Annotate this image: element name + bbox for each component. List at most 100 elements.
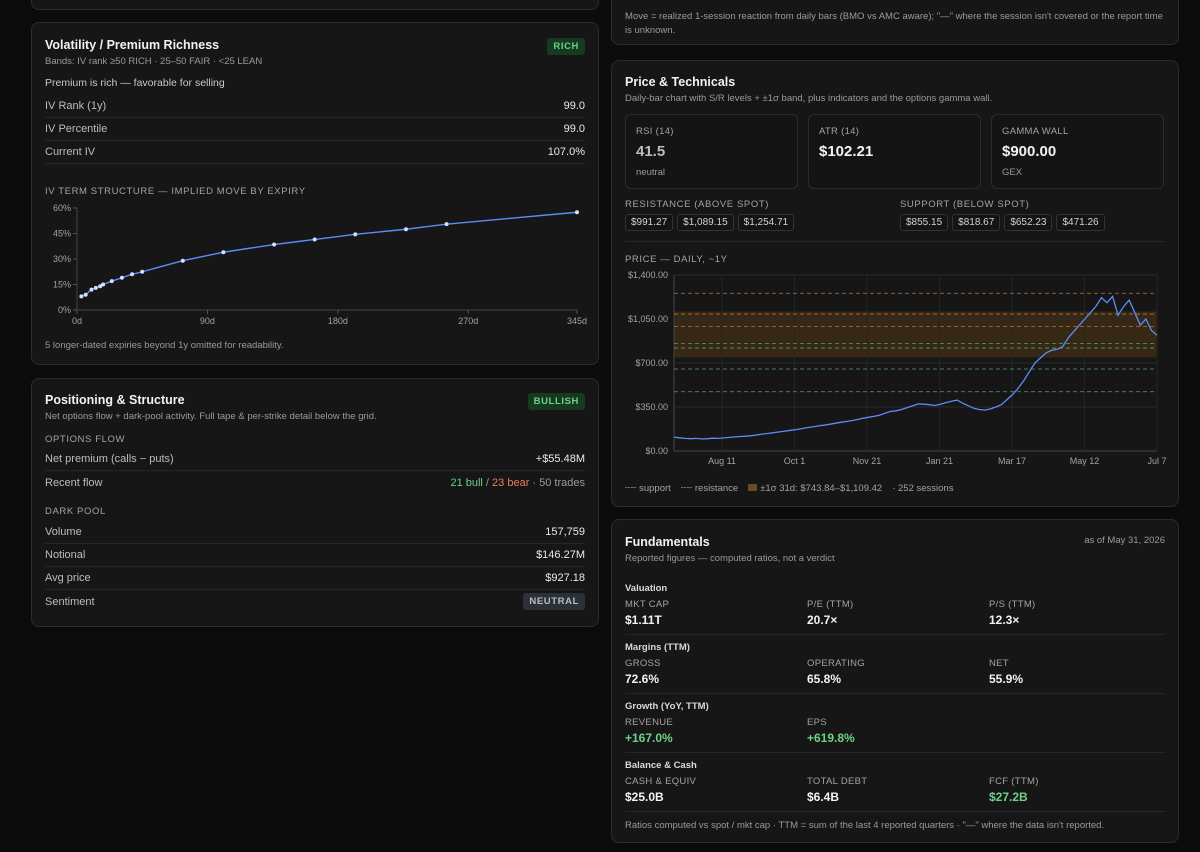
iv-term-line bbox=[81, 211, 578, 298]
operating-value: 65.8% bbox=[807, 672, 842, 686]
volume-value: 157,759 bbox=[545, 526, 585, 538]
support-chip: $855.15 bbox=[900, 214, 949, 231]
iv-point bbox=[79, 294, 84, 299]
ps-label: P/S (TTM) bbox=[989, 599, 1036, 610]
price-x-tick-label: May 12 bbox=[1070, 456, 1100, 466]
iv-point bbox=[109, 279, 114, 284]
avg-price-label: Avg price bbox=[45, 572, 91, 584]
rsi-value: 41.5 bbox=[636, 143, 666, 160]
net-value: 55.9% bbox=[989, 672, 1024, 686]
iv-x-tick-label: 0d bbox=[72, 316, 82, 326]
technicals-desc: Daily-bar chart with S/R levels + ±1σ ba… bbox=[625, 93, 993, 104]
volume-row: Volume 157,759 bbox=[45, 521, 585, 544]
resistance-chips: $991.27 $1,089.15 $1,254.71 bbox=[625, 214, 795, 231]
bull-count: 21 bull bbox=[450, 476, 483, 489]
margins-header: Margins (TTM) bbox=[625, 642, 690, 653]
support-chip: $652.23 bbox=[1004, 214, 1053, 231]
iv-point bbox=[130, 272, 135, 277]
iv-x-tick-label: 345d bbox=[567, 316, 587, 326]
flow-slash: / bbox=[482, 476, 493, 489]
ps-value: 12.3× bbox=[989, 613, 1020, 627]
technicals-card: Price & Technicals Daily-bar chart with … bbox=[611, 60, 1179, 507]
gamma-value: $900.00 bbox=[1002, 143, 1057, 160]
mktcap-value: $1.11T bbox=[625, 613, 662, 627]
iv-rank-row: IV Rank (1y) 99.0 bbox=[45, 95, 585, 118]
iv-footnote: 5 longer-dated expiries beyond 1y omitte… bbox=[45, 340, 284, 351]
top-left-card bbox=[31, 0, 599, 10]
legend-resistance: ╌╌ resistance bbox=[680, 483, 739, 494]
rsi-box: RSI (14) 41.5 neutral bbox=[625, 114, 798, 189]
iv-x-tick-label: 90d bbox=[200, 316, 215, 326]
support-chip: $818.67 bbox=[952, 214, 1001, 231]
price-chart: $1,400.00 $1,050.00 $700.00 $350.00 $0.00 Aug… bbox=[628, 270, 1167, 466]
iv-point bbox=[272, 242, 277, 247]
iv-term-title: IV TERM STRUCTURE — IMPLIED MOVE BY EXPI… bbox=[45, 186, 306, 197]
pe-value: 20.7× bbox=[807, 613, 838, 627]
price-line bbox=[673, 295, 1158, 440]
gamma-label: GAMMA WALL bbox=[1002, 126, 1069, 137]
fcf-label: FCF (TTM) bbox=[989, 776, 1039, 787]
debt-value: $6.4B bbox=[807, 790, 840, 804]
legend-sessions: · 252 sessions bbox=[892, 483, 954, 494]
iv-point bbox=[98, 284, 103, 289]
notional-value: $146.27M bbox=[536, 549, 585, 561]
sentiment-label: Sentiment bbox=[45, 595, 95, 608]
resistance-chip: $1,254.71 bbox=[737, 214, 795, 231]
price-y-tick-label: $1,400.00 bbox=[628, 270, 668, 280]
technicals-title: Price & Technicals bbox=[625, 75, 736, 89]
dark-pool-header: DARK POOL bbox=[45, 506, 106, 517]
volatility-bands: Bands: IV rank ≥50 RICH · 25–50 FAIR · <… bbox=[45, 56, 263, 67]
growth-separator bbox=[625, 752, 1165, 753]
iv-y-tick-label: 0% bbox=[58, 305, 71, 315]
price-x-tick-label: Mar 17 bbox=[998, 456, 1026, 466]
net-premium-label: Net premium (calls − puts) bbox=[45, 453, 174, 465]
gross-label: GROSS bbox=[625, 658, 661, 669]
price-x-tick-label: Jul 7 bbox=[1147, 456, 1166, 466]
iv-y-tick-label: 30% bbox=[53, 254, 71, 264]
eps-label: EPS bbox=[807, 717, 827, 728]
price-x-tick-label: Oct 1 bbox=[784, 456, 806, 466]
iv-rank-value: 99.0 bbox=[563, 100, 585, 112]
rich-badge: RICH bbox=[547, 38, 585, 55]
iv-x-tick-label: 180d bbox=[328, 316, 348, 326]
fundamentals-footnote: Ratios computed vs spot / mkt cap · TTM … bbox=[625, 820, 1105, 831]
legend-band: ±1σ 31d: $743.84–$1,109.42 bbox=[748, 483, 882, 494]
valuation-header: Valuation bbox=[625, 583, 668, 594]
price-x-tick-label: Aug 11 bbox=[708, 456, 736, 466]
iv-rank-label: IV Rank (1y) bbox=[45, 100, 107, 112]
net-premium-row: Net premium (calls − puts) +$55.48M bbox=[45, 448, 585, 471]
avg-price-row: Avg price $927.18 bbox=[45, 567, 585, 590]
iv-point bbox=[89, 287, 94, 292]
bear-count: 23 bear bbox=[492, 476, 530, 489]
iv-point bbox=[575, 210, 579, 215]
options-flow-header: OPTIONS FLOW bbox=[45, 434, 126, 445]
fundamentals-asof: as of May 31, 2026 bbox=[1084, 535, 1165, 546]
volume-label: Volume bbox=[45, 526, 82, 538]
gross-value: 72.6% bbox=[625, 672, 660, 686]
fcf-value: $27.2B bbox=[989, 790, 1028, 804]
iv-term-chart: 60% 45% 30% 15% 0%0d 90d 180d 270d 345d bbox=[53, 203, 587, 326]
balance-header: Balance & Cash bbox=[625, 760, 697, 771]
recent-flow-row: Recent flow 21 bull / 23 bear · 50 trade… bbox=[45, 471, 585, 494]
support-chips: $855.15 $818.67 $652.23 $471.26 bbox=[900, 214, 1105, 231]
atr-value: $102.21 bbox=[819, 143, 874, 160]
atr-box: ATR (14) $102.21 bbox=[808, 114, 981, 189]
volatility-card: Volatility / Premium Richness Bands: IV … bbox=[31, 22, 599, 365]
positioning-title: Positioning & Structure bbox=[45, 393, 185, 407]
iv-point bbox=[180, 258, 185, 263]
legend-support: ╌╌ support bbox=[625, 483, 671, 494]
eps-value: +619.8% bbox=[807, 731, 855, 745]
price-y-tick-label: $700.00 bbox=[635, 358, 668, 368]
revenue-value: +167.0% bbox=[625, 731, 673, 745]
iv-point bbox=[83, 292, 88, 297]
recent-flow-value: 21 bull / 23 bear · 50 trades bbox=[450, 477, 585, 489]
pe-label: P/E (TTM) bbox=[807, 599, 854, 610]
iv-percentile-row: IV Percentile 99.0 bbox=[45, 118, 585, 141]
current-iv-value: 107.0% bbox=[547, 146, 585, 158]
valuation-separator bbox=[625, 634, 1165, 635]
iv-y-tick-label: 45% bbox=[53, 229, 71, 239]
growth-header: Growth (YoY, TTM) bbox=[625, 701, 709, 712]
iv-point bbox=[312, 237, 317, 242]
atr-label: ATR (14) bbox=[819, 126, 860, 137]
gamma-sub: GEX bbox=[1002, 167, 1023, 178]
